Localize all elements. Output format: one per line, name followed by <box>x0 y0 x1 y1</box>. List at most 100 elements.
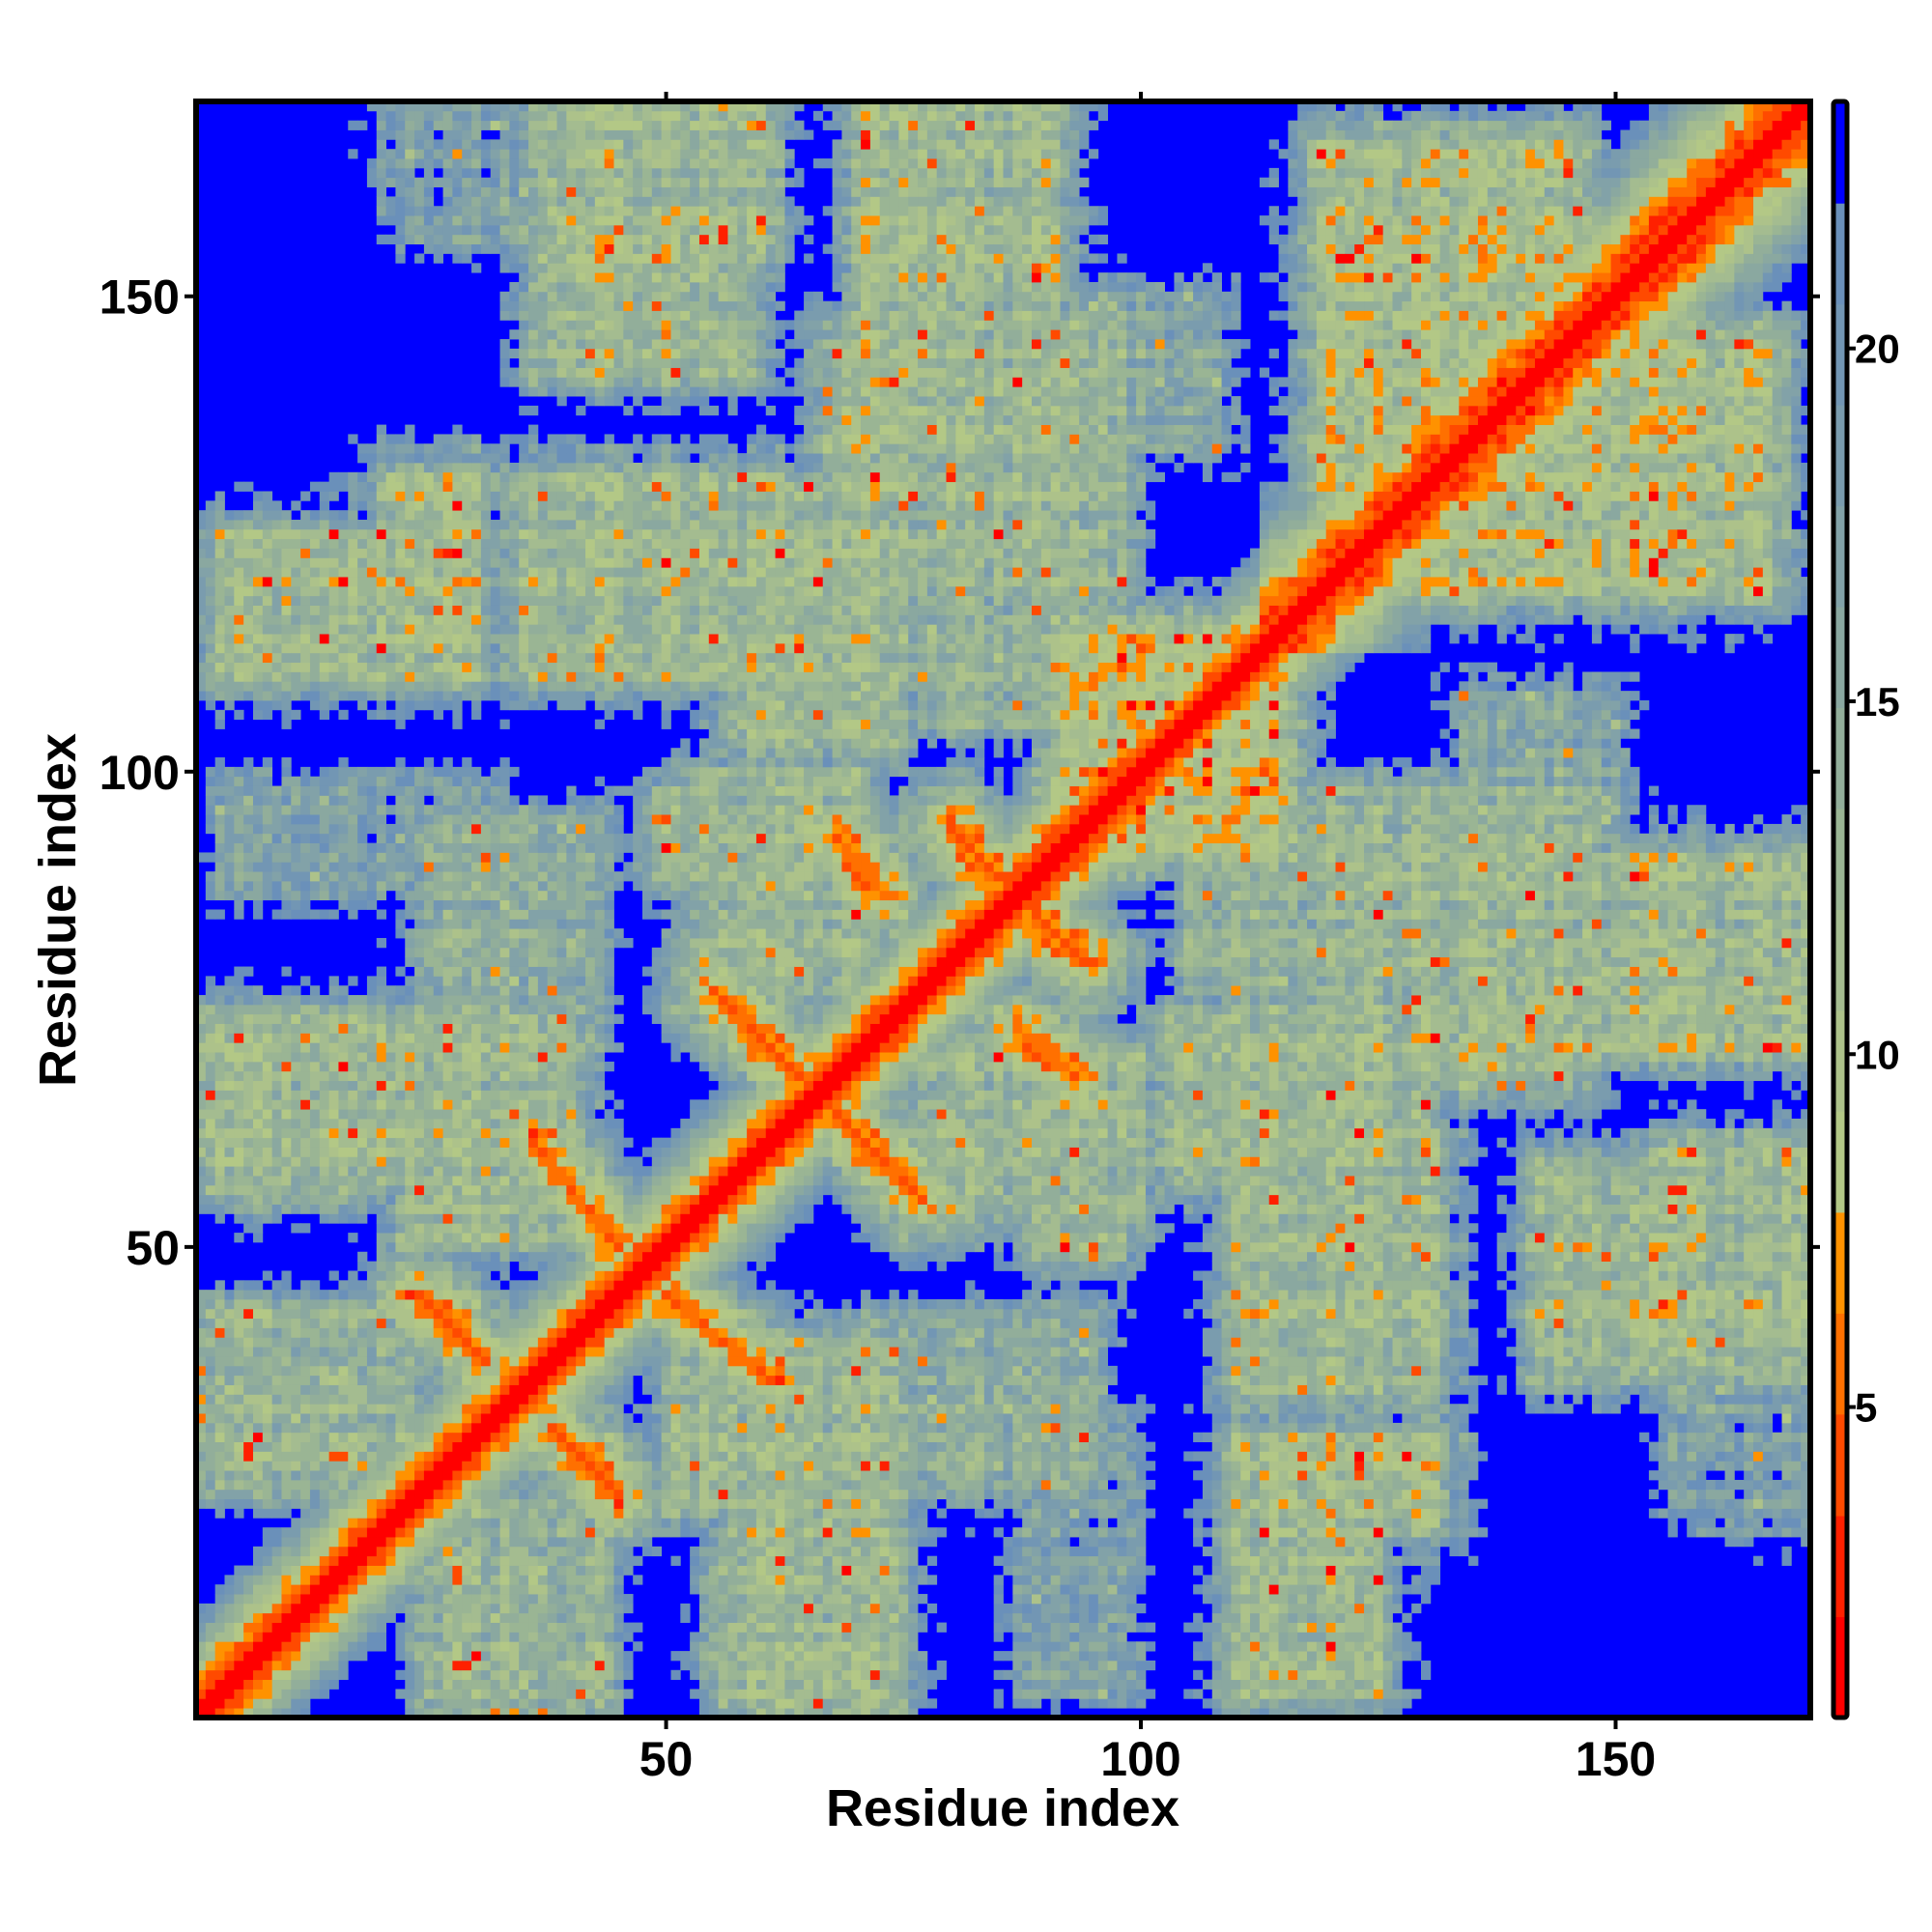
heatmap-cell <box>243 1375 254 1385</box>
heatmap-cell <box>262 1651 273 1662</box>
heatmap-cell <box>224 642 235 654</box>
heatmap-cell <box>196 652 207 664</box>
heatmap-cell <box>556 1537 567 1548</box>
heatmap-cell <box>556 1669 567 1681</box>
heatmap-cell <box>433 1365 443 1377</box>
heatmap-cell <box>328 1394 339 1405</box>
heatmap-cell <box>385 662 396 672</box>
heatmap-cell <box>214 1290 225 1300</box>
heatmap-cell <box>366 177 378 187</box>
heatmap-cell <box>433 662 443 672</box>
heatmap-cell <box>357 1337 368 1348</box>
heatmap-cell <box>357 1508 368 1519</box>
heatmap-cell <box>395 481 406 492</box>
heatmap-cell <box>357 1261 368 1271</box>
heatmap-cell <box>528 614 539 625</box>
heatmap-cell <box>405 110 415 122</box>
heatmap-cell <box>196 1204 207 1214</box>
heatmap-cell <box>234 814 244 825</box>
heatmap-cell <box>357 1365 368 1377</box>
heatmap-cell <box>547 1527 557 1538</box>
heatmap-cell <box>252 1461 264 1471</box>
heatmap-cell <box>480 642 492 654</box>
heatmap-cell <box>214 1404 225 1414</box>
heatmap-cell <box>262 766 273 778</box>
heatmap-cell <box>499 348 510 359</box>
heatmap-cell <box>214 795 225 806</box>
heatmap-cell <box>509 1004 520 1015</box>
heatmap-cell <box>499 1156 510 1167</box>
heatmap-cell <box>262 1689 273 1699</box>
heatmap-cell <box>271 795 282 806</box>
heatmap-cell <box>205 1327 216 1338</box>
heatmap-cell <box>433 548 443 558</box>
heatmap-cell <box>537 548 549 558</box>
heatmap-cell <box>319 528 330 540</box>
heatmap-cell <box>537 805 549 815</box>
heatmap-cell <box>376 1194 386 1205</box>
heatmap-cell <box>214 757 225 768</box>
heatmap-cell <box>423 956 435 967</box>
heatmap-cell <box>528 995 539 1006</box>
heatmap-cell <box>319 805 330 815</box>
heatmap-cell <box>499 149 510 159</box>
heatmap-cell <box>291 1689 301 1699</box>
heatmap-cell <box>509 614 520 625</box>
heatmap-cell <box>338 1537 349 1548</box>
heatmap-cell <box>252 1565 264 1576</box>
heatmap-cell <box>319 1156 330 1167</box>
heatmap-cell <box>196 1004 207 1015</box>
heatmap-cell <box>243 862 254 872</box>
heatmap-cell <box>556 1356 567 1367</box>
heatmap-cell <box>281 1194 292 1205</box>
heatmap-cell <box>348 842 358 853</box>
heatmap-cell <box>414 1669 425 1681</box>
heatmap-cell <box>395 681 406 692</box>
heatmap-cell <box>519 909 529 920</box>
heatmap-cell <box>309 909 321 920</box>
heatmap-cell <box>262 814 273 825</box>
heatmap-cell <box>547 1251 557 1263</box>
heatmap-cell <box>319 1347 330 1357</box>
heatmap-cell <box>328 1584 339 1595</box>
heatmap-cell <box>462 1394 472 1405</box>
heatmap-cell <box>480 1204 492 1214</box>
heatmap-cell <box>366 1204 378 1214</box>
heatmap-cell <box>300 1127 311 1139</box>
heatmap-cell <box>395 1489 406 1500</box>
heatmap-cell <box>252 1042 264 1053</box>
heatmap-cell <box>414 1612 425 1623</box>
heatmap-cell <box>252 1327 264 1338</box>
heatmap-cell <box>442 833 453 844</box>
heatmap-cell <box>490 443 500 454</box>
heatmap-cell <box>433 1422 443 1434</box>
heatmap-cell <box>528 1651 539 1662</box>
heatmap-cell <box>366 1176 378 1186</box>
heatmap-cell <box>281 995 292 1006</box>
heatmap-cell <box>537 681 549 692</box>
heatmap-cell <box>490 1622 500 1633</box>
heatmap-cell <box>262 1204 273 1214</box>
heatmap-cell <box>357 642 368 654</box>
heatmap-cell <box>291 1166 301 1177</box>
heatmap-cell <box>348 1090 358 1100</box>
heatmap-cell <box>214 1119 225 1129</box>
heatmap-cell <box>214 1176 225 1186</box>
heatmap-cell <box>262 1575 273 1585</box>
heatmap-cell <box>462 1337 472 1348</box>
heatmap-cell <box>271 1347 282 1357</box>
heatmap-cell <box>556 1251 567 1263</box>
heatmap-cell <box>376 662 386 672</box>
heatmap-cell <box>499 642 510 654</box>
heatmap-cell <box>291 1565 301 1576</box>
heatmap-cell <box>262 577 273 587</box>
heatmap-cell <box>376 842 386 853</box>
heatmap-cell <box>395 605 406 615</box>
heatmap-cell <box>252 510 264 521</box>
heatmap-cell <box>509 367 520 378</box>
heatmap-cell <box>462 1537 472 1548</box>
heatmap-cell <box>262 1033 273 1043</box>
heatmap-cell <box>405 1241 415 1253</box>
heatmap-cell <box>281 890 292 901</box>
heatmap-cell <box>309 842 321 853</box>
